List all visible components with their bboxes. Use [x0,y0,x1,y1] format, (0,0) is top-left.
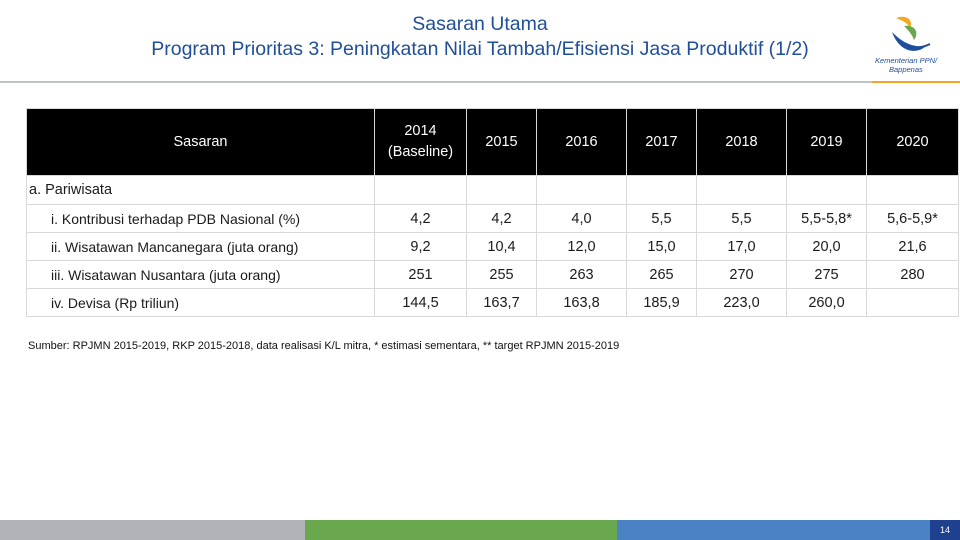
header-year-2016: 2016 [536,108,627,176]
table-cell: 4,2 [466,204,537,233]
table-cell [866,175,959,205]
table-cell: 280 [866,260,959,289]
table-cell: 263 [536,260,627,289]
table-cell: 4,0 [536,204,627,233]
row-label: iii. Wisatawan Nusantara (juta orang) [26,260,375,289]
table-cell: 260,0 [786,288,867,317]
table-cell: 265 [626,260,697,289]
bappenas-logo-icon [892,16,931,51]
header-sasaran: Sasaran [26,108,375,176]
table-cell: 5,5 [626,204,697,233]
table-cell: 270 [696,260,787,289]
header-divider-accent [872,81,960,83]
header-year-2020: 2020 [866,108,959,176]
footer-bar-gray [0,520,305,540]
table-cell: 15,0 [626,232,697,261]
header-year-2019: 2019 [786,108,867,176]
table-cell: 4,2 [374,204,467,233]
header-year-2014: 2014 (Baseline) [374,108,467,176]
header-year-2014-line-1: 2014 [404,123,437,139]
table-cell [786,175,867,205]
table-row: iv. Devisa (Rp triliun) 144,5 163,7 163,… [26,288,959,317]
section-label: a. Pariwisata [26,175,375,205]
table-row: i. Kontribusi terhadap PDB Nasional (%) … [26,204,959,233]
table-cell: 5,5-5,8* [786,204,867,233]
row-label: iv. Devisa (Rp triliun) [26,288,375,317]
header-year-2015: 2015 [466,108,537,176]
header-divider [0,81,872,83]
table-cell: 163,7 [466,288,537,317]
header-year-2018: 2018 [696,108,787,176]
table-cell [374,175,467,205]
table-header-row: Sasaran 2014 (Baseline) 2015 2016 2017 2… [26,108,959,176]
footer-bar-navy [930,520,960,540]
table-cell: 5,5 [696,204,787,233]
table-cell: 185,9 [626,288,697,317]
table-cell: 144,5 [374,288,467,317]
table-cell: 163,8 [536,288,627,317]
logo-caption-line-2: Bappenas [889,65,923,74]
title-line-1: Sasaran Utama [412,13,548,35]
table-cell [626,175,697,205]
row-label: i. Kontribusi terhadap PDB Nasional (%) [26,204,375,233]
source-note: Sumber: RPJMN 2015-2019, RKP 2015-2018, … [28,340,620,352]
footer-bar-blue [617,520,930,540]
table-cell: 275 [786,260,867,289]
table-row: iii. Wisatawan Nusantara (juta orang) 25… [26,260,959,289]
table-cell: 9,2 [374,232,467,261]
table-cell [536,175,627,205]
page-number: 14 [939,525,950,535]
table-cell [466,175,537,205]
table-cell [696,175,787,205]
header-year-2017: 2017 [626,108,697,176]
title-line-2: Program Prioritas 3: Peningkatan Nilai T… [151,38,809,60]
table-cell: 17,0 [696,232,787,261]
row-label: ii. Wisatawan Mancanegara (juta orang) [26,232,375,261]
table-cell: 12,0 [536,232,627,261]
logo-caption: Kementerian PPN/ Bappenas [875,56,957,74]
table-cell: 21,6 [866,232,959,261]
footer-bar-green [305,520,617,540]
table-cell: 10,4 [466,232,537,261]
table-row: ii. Wisatawan Mancanegara (juta orang) 9… [26,232,959,261]
table-cell [866,288,959,317]
table-cell: 5,6-5,9* [866,204,959,233]
table-cell: 251 [374,260,467,289]
page-title: Sasaran Utama Program Prioritas 3: Penin… [0,12,960,62]
sasaran-table: Sasaran 2014 (Baseline) 2015 2016 2017 2… [26,108,959,317]
header-year-2014-line-2: (Baseline) [387,144,454,160]
table-cell: 20,0 [786,232,867,261]
table-cell: 223,0 [696,288,787,317]
table-cell: 255 [466,260,537,289]
logo-caption-line-1: Kementerian PPN/ [875,56,938,65]
section-row: a. Pariwisata [26,175,959,205]
